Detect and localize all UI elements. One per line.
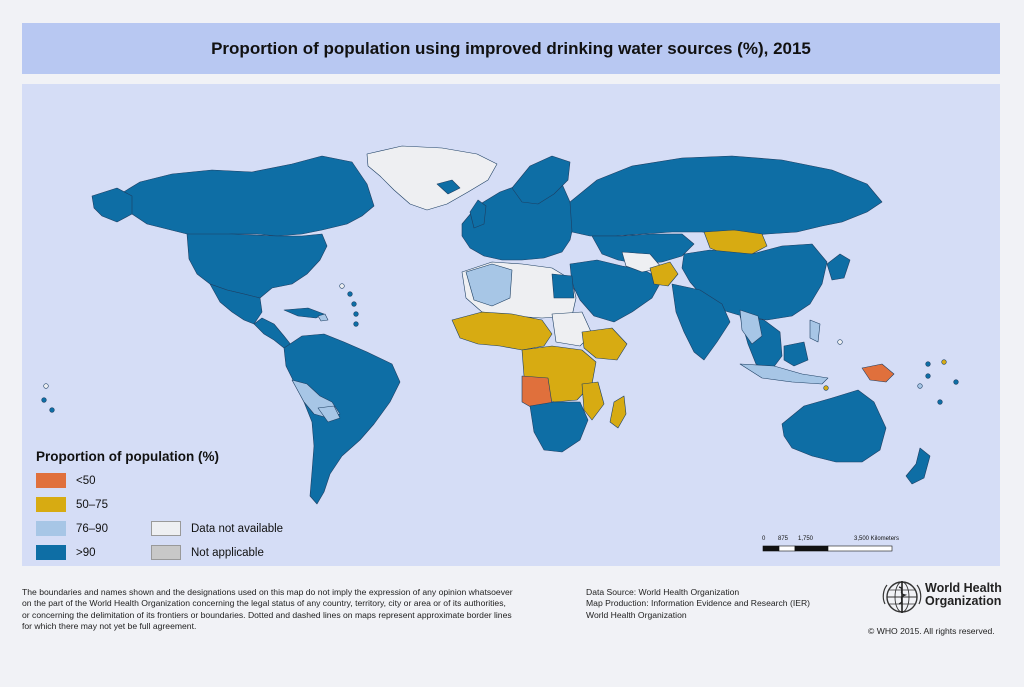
region-iceland [436,179,461,195]
who-name-line: World Health [925,581,1002,595]
region-new-zealand [905,447,931,485]
who-logo: World Health Organization [882,578,1002,616]
legend-swatch [151,521,181,536]
legend-item-76-90: 76–90 [36,521,108,536]
region-borneo [783,341,809,367]
scale-bar-graphic [762,545,893,552]
region-canada [116,155,375,237]
legend-label: Data not available [191,522,284,535]
legend-swatch [36,497,66,512]
island-marker [353,321,359,327]
source-line: Data Source: World Health Organization [586,587,740,597]
island-marker [917,383,923,389]
region-haiti [317,313,329,322]
region-scandinavia [511,155,571,205]
map-title: Proportion of population using improved … [211,38,811,58]
region-ethiopia-horn [581,327,628,361]
world-map [41,145,959,505]
island-marker [925,361,931,367]
region-alaska [91,187,133,223]
legend-item-50-75: 50–75 [36,497,108,512]
island-marker [837,339,843,345]
legend-label: >90 [76,546,96,559]
map-panel: Proportion of population (%) <50 50–75 7… [22,84,1000,566]
legend-item-gt90: >90 [36,545,96,560]
disclaimer-line: for which there may not yet be full agre… [22,620,197,631]
region-mozambique [581,381,605,421]
region-paraguay [317,405,341,423]
region-papua-new-guinea [861,363,895,383]
island-marker [339,283,345,289]
island-marker [925,373,931,379]
legend-label: 50–75 [76,498,108,511]
legend-title: Proportion of population (%) [36,449,219,464]
scale-bar: 0 875 1,750 3,500 Kilometers [752,536,952,566]
island-marker [49,407,55,413]
region-mongolia [703,229,768,255]
disclaimer-line: The boundaries and names shown and the d… [22,587,513,597]
island-marker [351,301,357,307]
island-marker [953,379,959,385]
region-west-africa [451,311,553,351]
legend-item-not-applicable: Not applicable [151,545,264,560]
scale-labels: 0 875 1,750 3,500 Kilometers [752,536,952,546]
region-algeria-morocco [465,263,513,307]
legend-label: 76–90 [76,522,108,535]
disclaimer-line: on the part of the World Health Organiza… [22,598,506,609]
region-afghanistan [649,261,679,287]
scale-label: 3,500 Kilometers [854,536,900,542]
region-mexico [209,283,263,325]
legend-swatch [151,545,181,560]
map-legend: Proportion of population (%) <50 50–75 7… [36,449,336,564]
island-marker [353,311,359,317]
island-marker [347,291,353,297]
region-central-america [253,317,293,349]
region-myanmar-laos [739,309,763,345]
scale-label: 1,750 [798,536,814,542]
source-line: World Health Organization [586,609,687,620]
legend-label: Not applicable [191,546,264,559]
who-name-line: Organization [925,594,1002,608]
region-madagascar [609,395,627,429]
scale-label: 875 [778,536,789,542]
copyright: © WHO 2015. All rights reserved. [868,626,995,636]
island-marker [823,385,829,391]
region-indonesia [739,363,829,385]
region-philippines [809,319,821,343]
region-russia [569,155,883,237]
region-greenland [366,145,498,211]
source-line: Map Production: Information Evidence and… [586,598,811,609]
legend-swatch [36,473,66,488]
island-marker [937,399,943,405]
who-name: World Health Organization [925,582,1002,608]
region-australia [781,389,887,463]
disclaimer: The boundaries and names shown and the d… [22,587,562,632]
region-korea-japan [826,253,851,281]
region-usa [186,233,328,299]
island-marker [41,397,47,403]
region-central-asia [591,233,695,265]
legend-label: <50 [76,474,96,487]
legend-item-no-data: Data not available [151,521,283,536]
island-marker [941,359,947,365]
region-india [671,283,731,361]
region-southern-africa [529,401,589,453]
region-uk [469,199,487,229]
island-marker [43,383,49,389]
legend-swatch [36,545,66,560]
disclaimer-line: or concerning the delimitation of its fr… [22,609,512,620]
data-source: Data Source: World Health Organization M… [586,587,856,621]
region-south-america [283,333,401,505]
region-middle-east [569,259,663,323]
legend-item-lt50: <50 [36,473,96,488]
legend-swatch [36,521,66,536]
region-egypt [551,273,575,299]
scale-label: 0 [762,536,766,542]
who-emblem-icon [882,581,922,613]
title-bar: Proportion of population using improved … [22,23,1000,74]
